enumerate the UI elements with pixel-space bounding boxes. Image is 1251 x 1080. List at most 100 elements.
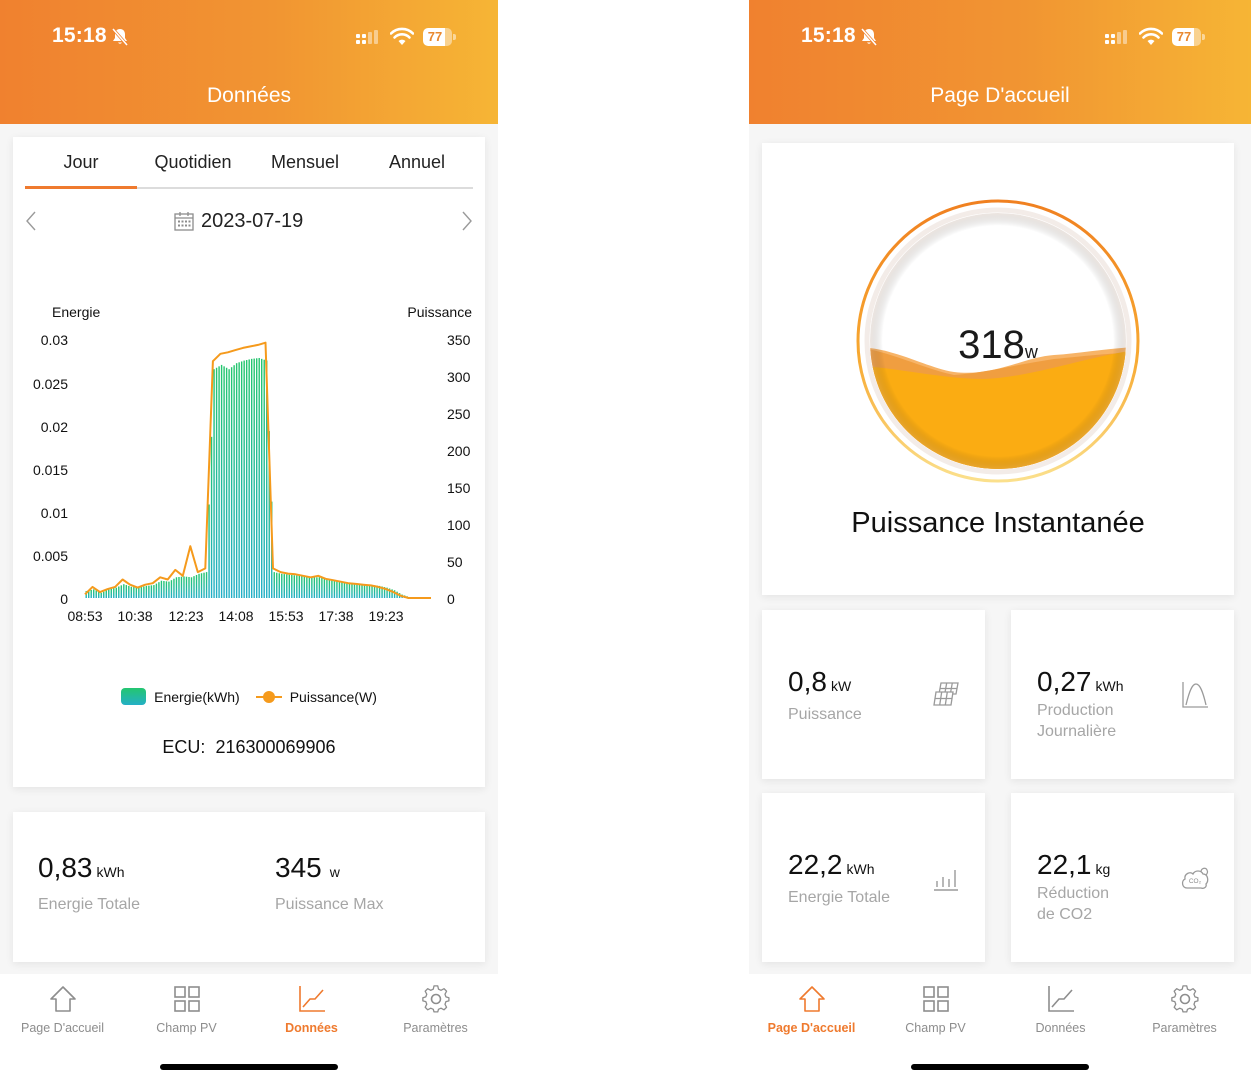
- tab-quotidien[interactable]: Quotidien: [154, 152, 232, 172]
- stat-label: Réduction de CO2: [1037, 885, 1110, 923]
- battery-level: 77: [427, 29, 443, 44]
- stat-unit: w: [329, 864, 340, 880]
- y-tick-left: 0.015: [32, 462, 68, 478]
- tile-stat: 0,27 kWh Production Journalière: [1037, 666, 1124, 742]
- tabbar-label: Champ PV: [156, 1021, 217, 1035]
- tab-jour[interactable]: Jour: [25, 137, 137, 189]
- wifi-icon: [1139, 27, 1163, 45]
- x-tick: 19:23: [368, 608, 404, 624]
- stat-label: Puissance: [788, 706, 862, 723]
- stat-value: 22,1: [1037, 849, 1092, 880]
- data-screen: 15:18 77 Données Jour Quotidien Mens: [0, 0, 498, 1080]
- period-tabs: Jour Quotidien Mensuel Annuel: [25, 137, 473, 189]
- bottom-tab-bar: Page D'accueil Champ PV Données Paramè: [749, 974, 1251, 1080]
- chevron-right-icon[interactable]: [459, 209, 475, 233]
- home-indicator[interactable]: [911, 1064, 1089, 1070]
- solar-panel-icon: [933, 682, 959, 706]
- y-tick-left: 0.025: [32, 376, 68, 392]
- y-tick-right: 50: [447, 554, 463, 570]
- tabbar-item-donnees[interactable]: Données: [998, 984, 1123, 1035]
- tabbar-item-champ-pv[interactable]: Champ PV: [124, 984, 249, 1035]
- tile-production-journaliere[interactable]: 0,27 kWh Production Journalière: [1011, 610, 1234, 779]
- x-tick: 15:53: [268, 608, 304, 624]
- stat-label: Production Journalière: [1037, 702, 1117, 740]
- chart-legend: Energie(kWh) Puissance(W): [13, 688, 485, 705]
- stat-label: Puissance Max: [275, 896, 384, 913]
- line-chart-icon: [1047, 986, 1074, 1012]
- y-tick-left: 0.02: [40, 419, 68, 435]
- tabbar-label: Données: [1035, 1021, 1086, 1035]
- stat-unit: kWh: [846, 861, 875, 877]
- energy-bars: [85, 357, 413, 598]
- energy-power-chart: Energie Puissance 0 0.005 0.01 0.015 0.0…: [13, 297, 485, 627]
- stat-unit: kWh: [96, 864, 125, 880]
- home-icon: [798, 986, 825, 1012]
- battery-level: 77: [1176, 29, 1192, 44]
- selected-date: 2023-07-19: [201, 209, 304, 232]
- tabbar-item-donnees[interactable]: Données: [249, 984, 374, 1035]
- stat-unit: kW: [830, 678, 852, 694]
- y-tick-right: 0: [447, 591, 455, 607]
- total-energy-stat: 0,83 kWh Energie Totale: [38, 852, 140, 915]
- bell-slash-icon: [111, 28, 129, 46]
- power-gauge: [856, 199, 1140, 483]
- y-tick-left: 0.03: [40, 332, 68, 348]
- tabbar-label: Données: [285, 1021, 338, 1035]
- y-tick-right: 350: [447, 332, 471, 348]
- tabbar-item-champ-pv[interactable]: Champ PV: [873, 984, 998, 1035]
- chart-plot: [84, 341, 431, 599]
- gauge-value: 318w: [762, 323, 1234, 368]
- date-navigator: 2023-07-19: [13, 203, 485, 239]
- home-icon: [49, 986, 76, 1012]
- stat-value: 22,2: [788, 849, 843, 880]
- battery-icon: 77: [423, 28, 456, 46]
- stat-value: 0,27: [1037, 666, 1092, 697]
- date-picker[interactable]: 2023-07-19: [173, 207, 303, 235]
- chevron-left-icon[interactable]: [23, 209, 39, 233]
- tile-stat: 0,8 kW Puissance: [788, 666, 862, 725]
- y-tick-right: 250: [447, 406, 471, 422]
- grid-icon: [922, 986, 949, 1012]
- energy-legend-swatch[interactable]: [121, 688, 147, 705]
- tabbar-item-parametres[interactable]: Paramètres: [1122, 984, 1247, 1035]
- tile-reduction-co2[interactable]: 22,1 kg Réduction de CO2 CO₂: [1011, 793, 1234, 962]
- power-line: [84, 341, 431, 599]
- gear-icon: [1170, 985, 1199, 1013]
- tile-stat: 22,2 kWh Energie Totale: [788, 849, 890, 908]
- tab-annuel[interactable]: Annuel: [388, 152, 446, 172]
- legend-power-label[interactable]: Puissance(W): [289, 688, 377, 705]
- gear-icon: [421, 985, 450, 1013]
- tab-mensuel[interactable]: Mensuel: [270, 152, 340, 172]
- status-time: 15:18: [52, 24, 107, 47]
- y-tick-right: 150: [447, 480, 471, 496]
- battery-icon: 77: [1172, 28, 1205, 46]
- wifi-icon: [390, 27, 414, 45]
- max-power-stat: 345 w Puissance Max: [275, 852, 384, 915]
- chart-card: Jour Quotidien Mensuel Annuel: [13, 137, 485, 787]
- y-tick-left: 0.01: [40, 505, 68, 521]
- x-tick: 14:08: [218, 608, 254, 624]
- home-indicator[interactable]: [160, 1064, 338, 1070]
- y-axis-right-title: Puissance: [407, 304, 472, 320]
- instant-power-value: 318: [958, 323, 1025, 367]
- app-header: 15:18 77 Page D'accueil: [749, 0, 1251, 124]
- tabbar-item-home[interactable]: Page D'accueil: [0, 984, 125, 1035]
- stat-label: Energie Totale: [788, 889, 890, 906]
- tile-stat: 22,1 kg Réduction de CO2: [1037, 849, 1110, 925]
- tile-energie-totale[interactable]: 22,2 kWh Energie Totale: [762, 793, 985, 962]
- x-tick: 17:38: [318, 608, 354, 624]
- tabbar-item-home[interactable]: Page D'accueil: [749, 984, 874, 1035]
- tabbar-label: Page D'accueil: [21, 1021, 104, 1035]
- grid-icon: [173, 986, 200, 1012]
- bar-chart-icon: [934, 870, 958, 891]
- instant-power-card: 318w Puissance Instantanée: [762, 143, 1234, 595]
- tile-puissance[interactable]: 0,8 kW Puissance: [762, 610, 985, 779]
- y-axis-left-title: Energie: [52, 304, 101, 320]
- tabbar-label: Paramètres: [403, 1021, 468, 1035]
- cellular-signal-icon: [1105, 30, 1127, 44]
- status-time: 15:18: [801, 24, 856, 47]
- legend-energy-label[interactable]: Energie(kWh): [154, 688, 240, 705]
- tabbar-label: Champ PV: [905, 1021, 966, 1035]
- tabbar-item-parametres[interactable]: Paramètres: [373, 984, 498, 1035]
- power-legend-swatch[interactable]: [255, 690, 282, 704]
